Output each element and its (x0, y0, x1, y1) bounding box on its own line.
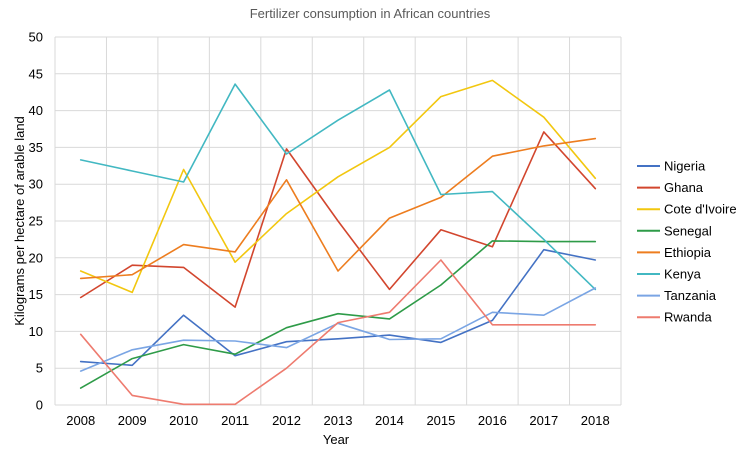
x-axis-ticks: 2008 2009 2010 2011 2012 2013 2014 2015 2016 2017… (66, 413, 609, 428)
legend-label-tanzania: Tanzania (664, 288, 717, 303)
x-tick-label: 2017 (529, 413, 558, 428)
legend-label-senegal: Senegal (664, 223, 712, 238)
y-tick-label: 25 (29, 214, 43, 229)
legend: Nigeria Ghana Cote d'Ivoire Senegal Ethiopia… (637, 159, 737, 325)
legend-label-ghana: Ghana (664, 180, 704, 195)
y-tick-label: 0 (36, 398, 43, 413)
series-line-rwanda (79, 259, 597, 406)
legend-label-cote-d-ivoire: Cote d'Ivoire (664, 202, 737, 217)
y-axis-ticks: 0 5 10 15 20 25 30 35 40 45 50 (29, 30, 43, 413)
x-tick-label: 2011 (221, 413, 249, 428)
y-axis-label: Kilograms per hectare of arable land (12, 116, 27, 326)
y-tick-label: 50 (29, 30, 43, 45)
series-line-senegal (79, 240, 597, 389)
x-axis-label: Year (323, 432, 350, 447)
series-line-cote-d-ivoire (79, 79, 597, 294)
y-tick-label: 30 (29, 177, 43, 192)
series-line-kenya (79, 83, 597, 291)
x-tick-label: 2016 (478, 413, 507, 428)
x-tick-label: 2015 (426, 413, 455, 428)
y-tick-label: 35 (29, 140, 43, 155)
series-line-nigeria (79, 248, 597, 367)
legend-label-rwanda: Rwanda (664, 310, 712, 325)
y-tick-label: 15 (29, 287, 43, 302)
x-tick-label: 2010 (169, 413, 198, 428)
y-tick-label: 40 (29, 103, 43, 118)
legend-label-kenya: Kenya (664, 267, 702, 282)
y-tick-label: 20 (29, 250, 43, 265)
y-tick-label: 45 (29, 66, 43, 81)
chart-title: Fertilizer consumption in African countr… (250, 6, 491, 21)
x-tick-label: 2008 (66, 413, 95, 428)
x-tick-label: 2018 (581, 413, 610, 428)
x-tick-label: 2009 (118, 413, 147, 428)
x-tick-label: 2012 (272, 413, 301, 428)
x-tick-label: 2014 (375, 413, 404, 428)
legend-label-ethiopia: Ethiopia (664, 245, 712, 260)
series-lines (79, 79, 597, 406)
series-line-ethiopia (79, 137, 597, 280)
grid-lines (54, 36, 622, 406)
y-tick-label: 5 (36, 361, 43, 376)
y-tick-label: 10 (29, 324, 43, 339)
x-tick-label: 2013 (324, 413, 353, 428)
legend-label-nigeria: Nigeria (664, 159, 706, 174)
